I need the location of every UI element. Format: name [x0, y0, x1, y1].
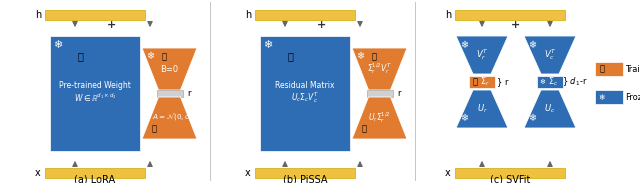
Text: 🔥: 🔥 [77, 51, 83, 61]
Text: r: r [187, 89, 190, 98]
Text: 🔥: 🔥 [362, 124, 367, 134]
Text: h: h [245, 10, 251, 20]
Text: ❄: ❄ [599, 92, 605, 102]
Bar [455, 168, 565, 178]
Polygon shape [524, 90, 576, 128]
Text: x: x [245, 168, 251, 178]
Polygon shape [352, 97, 407, 139]
Text: (c) SVFit: (c) SVFit [490, 175, 530, 183]
Bar [255, 168, 355, 178]
Bar [157, 90, 182, 97]
Polygon shape [142, 97, 197, 139]
Text: $U_r$: $U_r$ [477, 103, 488, 115]
Text: 🔥: 🔥 [162, 53, 167, 61]
Text: (a) LoRA: (a) LoRA [74, 175, 116, 183]
Text: h: h [445, 10, 451, 20]
Text: +: + [108, 20, 116, 30]
Text: ❄: ❄ [528, 40, 536, 50]
Text: 🔥: 🔥 [472, 77, 477, 87]
Text: $V_c^T$: $V_c^T$ [544, 48, 556, 62]
Text: $\Sigma_r$: $\Sigma_r$ [480, 76, 490, 88]
Polygon shape [456, 36, 508, 74]
Text: ❄: ❄ [53, 40, 63, 50]
Text: $U_r\Sigma_r^{1/2}$: $U_r\Sigma_r^{1/2}$ [368, 111, 391, 126]
Text: Residual Matrix: Residual Matrix [275, 81, 335, 91]
Bar [255, 10, 355, 20]
Text: Trainable: Trainable [625, 64, 640, 74]
Bar [595, 90, 623, 104]
Polygon shape [142, 48, 197, 90]
Text: ❄: ❄ [528, 113, 536, 123]
Text: $\Sigma_c$: $\Sigma_c$ [548, 76, 558, 88]
Text: (b) PiSSA: (b) PiSSA [283, 175, 327, 183]
Bar [595, 62, 623, 76]
Text: $W \in \mathbb{R}^{d_1 \times d_2}$: $W \in \mathbb{R}^{d_1 \times d_2}$ [74, 92, 116, 104]
Text: 🔥: 🔥 [287, 51, 293, 61]
Text: r: r [397, 89, 400, 98]
Text: $V_r^T$: $V_r^T$ [476, 48, 488, 62]
Text: +: + [511, 20, 520, 30]
Bar [50, 36, 140, 151]
Text: 🔥: 🔥 [600, 64, 605, 74]
Text: Frozen: Frozen [625, 92, 640, 102]
Text: 🔥: 🔥 [372, 53, 377, 61]
Bar [455, 10, 565, 20]
Bar [45, 168, 145, 178]
Text: 🔥: 🔥 [152, 124, 157, 134]
Text: } r: } r [497, 77, 509, 87]
Text: x: x [445, 168, 451, 178]
Text: $\Sigma_r^{1/2}V_r^T$: $\Sigma_r^{1/2}V_r^T$ [367, 61, 392, 76]
Text: ❄: ❄ [460, 113, 468, 123]
Text: ❄: ❄ [460, 40, 468, 50]
Polygon shape [352, 48, 407, 90]
Text: $U_c\Sigma_c V_c^T$: $U_c\Sigma_c V_c^T$ [291, 91, 319, 105]
Bar [45, 10, 145, 20]
Bar [260, 36, 350, 151]
Text: ❄: ❄ [356, 51, 364, 61]
Text: h: h [35, 10, 41, 20]
Text: ❄: ❄ [539, 79, 545, 85]
Polygon shape [524, 36, 576, 74]
Text: ❄: ❄ [146, 51, 154, 61]
Text: B=0: B=0 [161, 64, 179, 74]
Text: $U_c$: $U_c$ [545, 103, 556, 115]
Text: x: x [35, 168, 41, 178]
Text: ❄: ❄ [263, 40, 273, 50]
Polygon shape [456, 90, 508, 128]
Text: $A=\mathcal{N}(0,\sigma^2)$: $A=\mathcal{N}(0,\sigma^2)$ [152, 112, 197, 124]
Text: Pre-trained Weight: Pre-trained Weight [59, 81, 131, 91]
Text: } $d_1$-r: } $d_1$-r [562, 76, 588, 88]
Bar [367, 90, 392, 97]
Text: +: + [317, 20, 326, 30]
Bar [537, 76, 563, 88]
Bar [469, 76, 495, 88]
